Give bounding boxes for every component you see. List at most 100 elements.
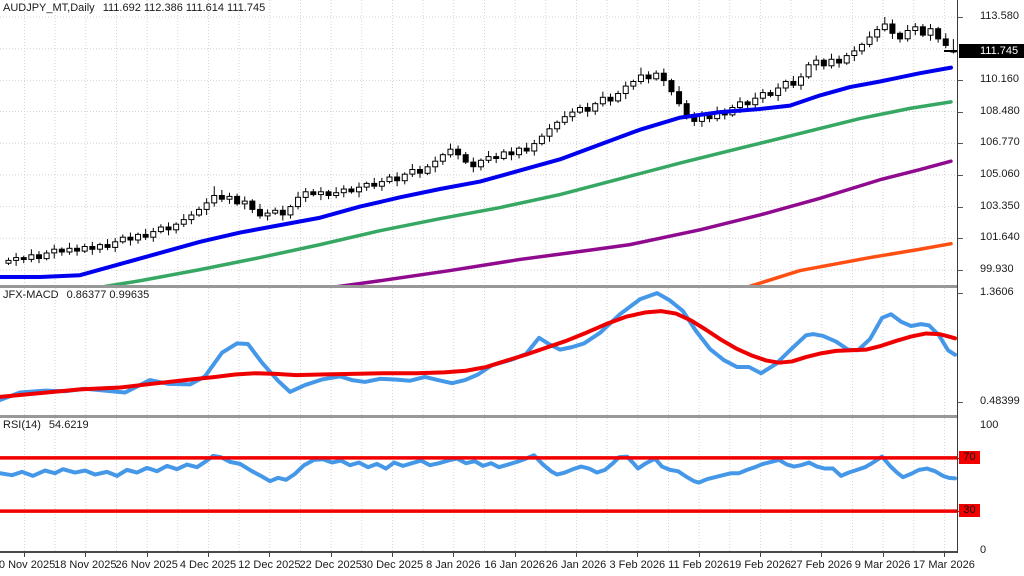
candle-up <box>196 208 202 216</box>
candle-up <box>66 247 73 253</box>
candle-up <box>531 143 538 152</box>
price-axis-label: 113.580 <box>980 10 1019 22</box>
candle-up <box>272 209 279 214</box>
macd-axis-label: 0.48399 <box>980 394 1020 407</box>
candle-up <box>782 81 789 89</box>
axis-tick <box>958 174 963 176</box>
ma-green <box>102 100 953 285</box>
price-axis-label: 101.640 <box>980 231 1020 244</box>
candle-down <box>142 233 149 238</box>
time-axis-label: 3 Feb 2026 <box>609 559 666 571</box>
candle-up <box>363 182 370 188</box>
candle-up <box>653 72 660 80</box>
chart-symbol-period: AUDJPY_MT,Daily <box>3 2 95 14</box>
candle-down <box>790 81 797 86</box>
candle-down <box>256 208 263 217</box>
time-axis-label: 27 Feb 2026 <box>790 559 853 571</box>
time-axis-tick <box>698 553 700 557</box>
candle-up <box>516 147 523 156</box>
price-axis[interactable]: 111.745 113.580 110.160 108.480 106.770 105.… <box>957 0 1024 556</box>
candle-up <box>485 156 492 161</box>
time-axis-tick <box>330 553 332 557</box>
time-axis-tick <box>514 553 516 557</box>
candle-down <box>89 246 96 250</box>
candle-up <box>843 55 850 64</box>
candle-up <box>356 186 363 193</box>
candle-down <box>820 59 827 67</box>
axis-tick <box>958 511 963 513</box>
candle-up <box>569 111 576 118</box>
candle-down <box>584 107 591 112</box>
candle-down <box>935 28 942 40</box>
panel-separator[interactable] <box>0 415 1024 418</box>
time-axis-label: 30 Dec 2025 <box>360 559 424 571</box>
candle-down <box>836 58 843 64</box>
candle-up <box>546 128 553 137</box>
candle-up <box>157 226 164 233</box>
candle-down <box>165 226 172 231</box>
candle-up <box>912 26 919 31</box>
price-axis-label: 105.060 <box>980 167 1020 180</box>
candle-up <box>759 92 766 99</box>
axis-tick <box>958 17 963 18</box>
macd-main <box>0 291 957 402</box>
candle-up <box>241 200 248 205</box>
rsi-level-70-tag: 70 <box>959 450 980 464</box>
candle-down <box>127 236 134 241</box>
candle-down <box>104 244 111 248</box>
candle-down <box>607 96 614 102</box>
rsi-axis-label: 0 <box>980 544 987 556</box>
time-axis-label: 12 Dec 2025 <box>238 559 301 571</box>
candle-up <box>96 244 103 250</box>
ma-orange <box>748 241 953 285</box>
candle-up <box>866 36 873 45</box>
candle-down <box>767 92 774 96</box>
candle-up <box>386 176 393 183</box>
candle-up <box>439 154 446 162</box>
candle-up <box>150 231 157 238</box>
current-price-tag: 111.745 <box>959 44 1024 58</box>
time-axis-tick <box>575 553 577 557</box>
candle-up <box>401 173 408 182</box>
candle-up <box>500 151 507 159</box>
candle-up <box>615 93 622 102</box>
candle-up <box>592 103 599 112</box>
main-price-chart[interactable] <box>0 0 957 285</box>
candle-up <box>554 121 561 130</box>
candle-up <box>317 191 324 196</box>
macd-label: JFX-MACD <box>3 289 59 301</box>
rsi-indicator-chart[interactable] <box>0 418 957 551</box>
candle-up <box>424 166 431 174</box>
macd-indicator-chart[interactable] <box>0 288 957 415</box>
candle-up <box>119 236 126 243</box>
axis-tick <box>958 401 963 403</box>
candle-down <box>455 148 462 156</box>
candle-up <box>477 159 484 168</box>
time-axis-separator <box>0 551 1024 553</box>
candle-up <box>180 219 187 225</box>
candle-up <box>630 81 637 87</box>
candle-down <box>668 80 675 93</box>
panel-separator[interactable] <box>0 285 1024 288</box>
candle-up <box>211 195 218 204</box>
macd-panel <box>0 288 957 415</box>
candle-down <box>279 209 286 216</box>
candle-up <box>851 50 858 57</box>
time-axis-label: 22 Dec 2025 <box>299 559 362 571</box>
candle-down <box>20 257 27 261</box>
candle-up <box>737 101 744 109</box>
time-axis-tick <box>882 553 884 557</box>
rsi-label-bar: RSI(14) 54.6219 <box>3 419 89 431</box>
candle-down <box>897 32 904 40</box>
time-axis-label: 26 Nov 2025 <box>115 559 178 571</box>
candle-up <box>302 191 309 198</box>
candle-up <box>5 259 12 264</box>
candle-up <box>805 64 812 78</box>
candle-up <box>112 241 119 248</box>
candle-up <box>622 85 629 94</box>
candle-up <box>561 116 568 123</box>
axis-tick <box>958 457 963 459</box>
candle-down <box>234 195 241 205</box>
candle-down <box>942 38 949 46</box>
